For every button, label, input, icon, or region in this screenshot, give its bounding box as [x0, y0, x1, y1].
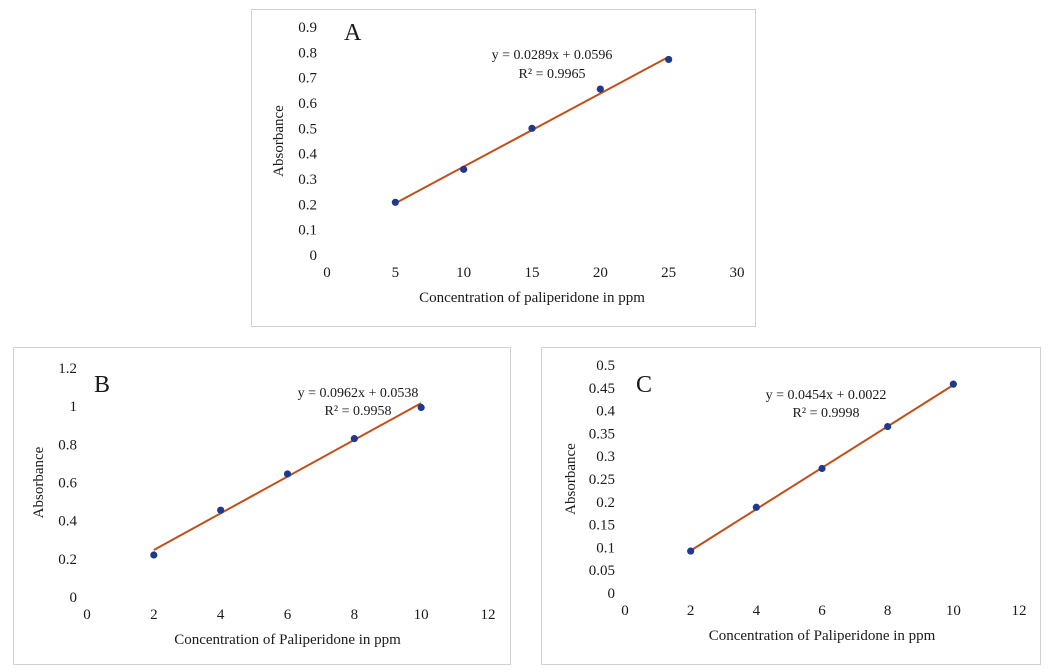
x-tick-label: 0	[621, 603, 629, 619]
data-point	[150, 551, 158, 559]
x-tick-label: 0	[83, 607, 91, 623]
y-tick-label: 0	[70, 590, 78, 606]
y-axis-title: Absorbance	[271, 105, 287, 177]
data-point	[596, 85, 604, 93]
y-tick-label: 0.3	[298, 172, 317, 188]
y-tick-label: 0.3	[596, 449, 615, 465]
x-tick-label: 2	[150, 607, 158, 623]
chart-panel-c: C 0 0.05 0.1 0.15 0.2 0.25 0.3 0.35 0.4 0.45 0.5 0 2 4…	[541, 347, 1041, 665]
chart-svg-b: B 0 0.2 0.4 0.6 0.8 1 1.2 0 2 4 6 8 10 12 Concentration…	[31, 361, 496, 648]
y-axis-title: Absorbance	[31, 446, 47, 518]
y-tick-label: 0.4	[58, 514, 77, 530]
x-tick-label: 0	[323, 265, 331, 281]
x-tick-label: 8	[351, 607, 359, 623]
data-point	[818, 464, 826, 473]
y-tick-label: 0.5	[596, 358, 615, 374]
x-tick-label: 4	[753, 603, 761, 619]
chart-panel-b: B 0 0.2 0.4 0.6 0.8 1 1.2 0 2 4 6 8 10 12 Concentration…	[13, 347, 511, 665]
panel-label: B	[94, 372, 110, 398]
trendline-equation: y = 0.0454x + 0.0022	[766, 388, 887, 403]
x-tick-label: 25	[661, 265, 676, 281]
x-tick-label: 20	[593, 265, 608, 281]
y-tick-label: 0.1	[596, 540, 615, 556]
x-axis-title: Concentration of paliperidone in ppm	[419, 290, 645, 306]
y-axis-title: Absorbance	[563, 443, 579, 515]
y-tick-label: 0.9	[298, 20, 317, 36]
y-tick-label: 0.15	[589, 518, 615, 534]
data-point	[528, 124, 536, 132]
y-tick-label: 0.05	[589, 563, 615, 579]
y-tick-label: 0	[608, 586, 616, 602]
trendline-equation: y = 0.0289x + 0.0596	[492, 48, 613, 63]
x-tick-label: 15	[525, 265, 540, 281]
data-point	[884, 422, 892, 431]
y-tick-label: 0.4	[298, 147, 317, 163]
y-tick-label: 0.7	[298, 71, 317, 87]
trendline-equation: y = 0.0962x + 0.0538	[298, 386, 419, 401]
chart-panel-a: A 0 0.1 0.2 0.3 0.4 0.5 0.6 0.7 0.8 0.9 0 5 10 15 20 25 3…	[251, 9, 756, 327]
y-tick-label: 0.35	[589, 426, 615, 442]
y-tick-label: 0	[310, 248, 318, 264]
r-squared-label: R² = 0.9965	[519, 67, 586, 82]
panel-label: A	[344, 20, 362, 46]
y-tick-label: 1	[70, 399, 78, 415]
data-point	[417, 403, 425, 412]
x-tick-label: 2	[687, 603, 695, 619]
data-point	[752, 503, 760, 511]
x-tick-label: 6	[284, 607, 292, 623]
x-axis-title: Concentration of Paliperidone in ppm	[709, 628, 936, 644]
y-tick-label: 1.2	[58, 361, 77, 377]
y-tick-label: 0.25	[589, 472, 615, 488]
y-tick-label: 0.8	[298, 45, 317, 61]
x-tick-label: 10	[414, 607, 429, 623]
x-axis-title: Concentration of Paliperidone in ppm	[174, 632, 401, 648]
data-point	[283, 470, 292, 478]
y-tick-label: 0.6	[298, 96, 317, 112]
x-tick-label: 5	[392, 265, 400, 281]
x-tick-label: 10	[946, 603, 961, 619]
panel-label: C	[636, 372, 652, 398]
y-tick-label: 0.4	[596, 404, 615, 420]
y-tick-label: 0.2	[298, 197, 317, 213]
r-squared-label: R² = 0.9998	[793, 406, 860, 421]
x-tick-label: 6	[818, 603, 826, 619]
x-tick-label: 8	[884, 603, 892, 619]
r-squared-label: R² = 0.9958	[325, 404, 392, 419]
data-point	[687, 547, 695, 555]
y-tick-label: 0.45	[589, 381, 615, 397]
y-tick-label: 0.1	[298, 223, 317, 239]
y-tick-label: 0.2	[596, 495, 615, 511]
x-tick-label: 30	[730, 265, 745, 281]
chart-svg-c: C 0 0.05 0.1 0.15 0.2 0.25 0.3 0.35 0.4 0.45 0.5 0 2 4…	[563, 358, 1027, 644]
x-tick-label: 10	[456, 265, 471, 281]
x-tick-label: 4	[217, 607, 225, 623]
data-point	[665, 55, 673, 64]
y-tick-label: 0.2	[58, 552, 77, 568]
y-tick-label: 0.5	[298, 121, 317, 137]
data-point	[350, 435, 358, 443]
chart-svg-a: A 0 0.1 0.2 0.3 0.4 0.5 0.6 0.7 0.8 0.9 0 5 10 15 20 25 3…	[271, 20, 745, 306]
x-tick-label: 12	[481, 607, 496, 623]
x-tick-label: 12	[1012, 603, 1027, 619]
data-point	[949, 380, 957, 388]
y-tick-label: 0.6	[58, 476, 77, 492]
data-point	[391, 198, 399, 206]
data-point	[217, 506, 225, 514]
y-tick-label: 0.8	[58, 437, 77, 453]
data-point	[460, 165, 468, 173]
